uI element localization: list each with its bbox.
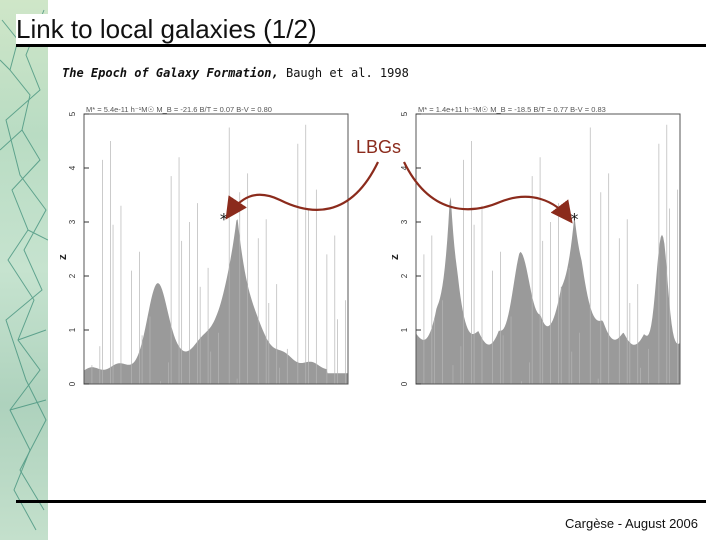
y-tick-label: 0 [400, 381, 409, 386]
y-tick-label: 3 [400, 219, 409, 224]
y-tick-label: 2 [68, 273, 77, 278]
history-area [416, 197, 680, 384]
lbg-marker: * [220, 209, 228, 228]
plot-frame [415, 113, 681, 385]
y-tick-label: 5 [400, 111, 409, 116]
y-tick-label: 4 [400, 165, 409, 170]
lbg-callout: LBGs [352, 137, 406, 158]
footer-text: Cargèse - August 2006 [565, 516, 698, 531]
y-axis-label: z [392, 254, 401, 260]
decorative-strip [0, 0, 48, 540]
y-tick-label: 0 [68, 381, 77, 386]
citation-title: The Epoch of Galaxy Formation, [62, 66, 279, 80]
y-tick-label: 4 [68, 165, 77, 170]
y-axis-label: z [60, 254, 69, 260]
citation-authors: Baugh et al. 1998 [278, 66, 409, 80]
lbg-marker: * [570, 209, 578, 228]
y-tick-label: 5 [68, 111, 77, 116]
panel-header: M* = 1.4e+11 h⁻¹M☉ M_B = -18.5 B/T = 0.7… [418, 105, 606, 114]
panel-header: M* = 5.4e-11 h⁻¹M☉ M_B = -21.6 B/T = 0.0… [86, 105, 272, 114]
cosmic-web-image [0, 9, 48, 531]
spectrum-panel-right: 0 1 2 3 4 5 z M* = 1.4e+11 h⁻¹M☉ M_B = -18.5 B/… [392, 105, 681, 386]
spectrum-panel-left: 0 1 2 3 4 5 z M* = 5.4e-11 h⁻¹M☉ M_B = -21.6 B/… [60, 105, 349, 386]
footer-divider [16, 500, 706, 503]
y-tick-label: 1 [68, 327, 77, 332]
citation: The Epoch of Galaxy Formation, Baugh et … [62, 66, 409, 80]
title-divider [16, 44, 706, 47]
plot-frame [83, 113, 349, 385]
y-tick-label: 3 [68, 219, 77, 224]
y-tick-label: 1 [400, 327, 409, 332]
y-tick-label: 2 [400, 273, 409, 278]
slide-title: Link to local galaxies (1/2) [16, 14, 323, 44]
